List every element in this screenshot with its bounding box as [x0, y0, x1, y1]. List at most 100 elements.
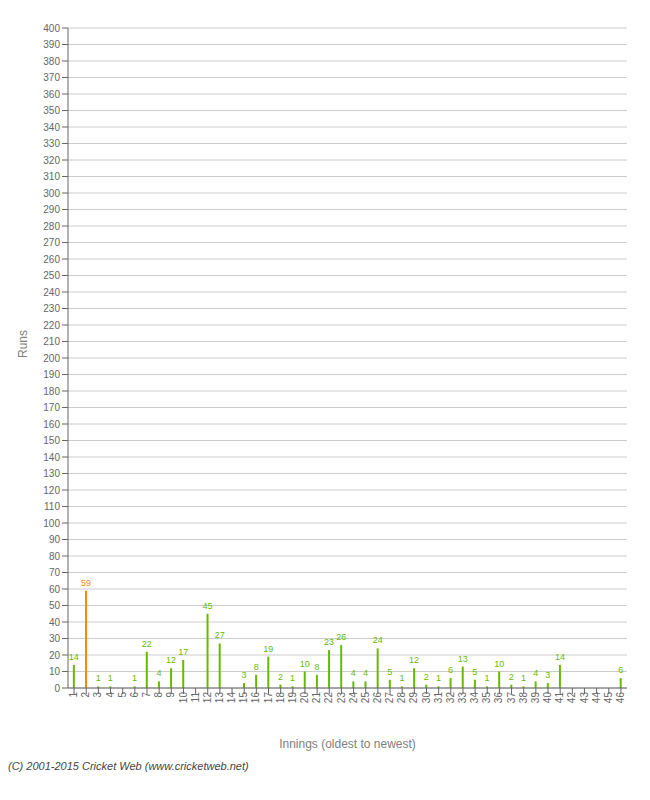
svg-text:170: 170: [43, 402, 60, 413]
svg-text:45: 45: [203, 601, 213, 611]
svg-text:4: 4: [351, 668, 356, 678]
svg-text:13: 13: [458, 654, 468, 664]
svg-text:12: 12: [166, 655, 176, 665]
svg-text:20: 20: [299, 692, 310, 704]
svg-text:4: 4: [363, 668, 368, 678]
svg-text:320: 320: [43, 155, 60, 166]
svg-text:390: 390: [43, 39, 60, 50]
svg-text:35: 35: [481, 692, 492, 704]
svg-text:40: 40: [49, 617, 61, 628]
svg-text:5: 5: [472, 667, 477, 677]
svg-text:37: 37: [506, 692, 517, 704]
svg-text:10: 10: [494, 659, 504, 669]
svg-text:260: 260: [43, 254, 60, 265]
svg-text:120: 120: [43, 485, 60, 496]
svg-text:1: 1: [436, 673, 441, 683]
svg-text:300: 300: [43, 188, 60, 199]
svg-text:6: 6: [448, 665, 453, 675]
svg-text:330: 330: [43, 138, 60, 149]
svg-text:36: 36: [494, 692, 505, 704]
svg-text:16: 16: [250, 692, 261, 704]
svg-text:41: 41: [554, 692, 565, 704]
svg-text:38: 38: [518, 692, 529, 704]
svg-text:4: 4: [156, 668, 161, 678]
svg-text:340: 340: [43, 122, 60, 133]
svg-text:140: 140: [43, 452, 60, 463]
svg-text:7: 7: [141, 692, 152, 698]
svg-text:190: 190: [43, 369, 60, 380]
svg-text:12: 12: [202, 692, 213, 704]
svg-text:8: 8: [153, 692, 164, 698]
svg-text:21: 21: [311, 692, 322, 704]
svg-text:12: 12: [409, 655, 419, 665]
svg-text:280: 280: [43, 221, 60, 232]
svg-text:28: 28: [396, 692, 407, 704]
svg-text:3: 3: [545, 670, 550, 680]
svg-text:39: 39: [530, 692, 541, 704]
svg-text:210: 210: [43, 336, 60, 347]
svg-text:19: 19: [287, 692, 298, 704]
svg-text:42: 42: [566, 692, 577, 704]
svg-text:80: 80: [49, 551, 61, 562]
svg-text:50: 50: [49, 600, 61, 611]
svg-text:9: 9: [165, 692, 176, 698]
svg-text:400: 400: [43, 23, 60, 34]
svg-text:59: 59: [81, 578, 91, 588]
svg-text:1: 1: [521, 673, 526, 683]
svg-text:250: 250: [43, 270, 60, 281]
svg-text:18: 18: [275, 692, 286, 704]
svg-text:2: 2: [278, 672, 283, 682]
svg-text:32: 32: [445, 692, 456, 704]
svg-text:45: 45: [603, 692, 614, 704]
svg-text:8: 8: [314, 662, 319, 672]
svg-text:110: 110: [44, 501, 60, 512]
svg-text:380: 380: [43, 56, 60, 67]
svg-text:5: 5: [117, 692, 128, 698]
svg-text:30: 30: [421, 692, 432, 704]
svg-text:230: 230: [43, 303, 60, 314]
svg-text:90: 90: [49, 534, 61, 545]
svg-text:29: 29: [408, 692, 419, 704]
svg-text:220: 220: [43, 320, 60, 331]
svg-text:Innings (oldest to newest): Innings (oldest to newest): [279, 737, 416, 751]
svg-text:3: 3: [92, 692, 103, 698]
svg-text:370: 370: [43, 72, 60, 83]
svg-text:70: 70: [49, 567, 61, 578]
svg-text:1: 1: [68, 692, 79, 698]
svg-text:30: 30: [49, 633, 61, 644]
svg-text:40: 40: [542, 692, 553, 704]
svg-text:2: 2: [509, 672, 514, 682]
svg-text:17: 17: [178, 647, 188, 657]
svg-text:23: 23: [336, 692, 347, 704]
svg-text:20: 20: [49, 650, 61, 661]
svg-text:Runs: Runs: [16, 330, 30, 358]
svg-text:24: 24: [348, 692, 359, 704]
svg-text:6: 6: [129, 692, 140, 698]
svg-text:2: 2: [424, 672, 429, 682]
svg-text:43: 43: [579, 692, 590, 704]
svg-text:350: 350: [43, 105, 60, 116]
svg-text:26: 26: [336, 632, 346, 642]
svg-text:100: 100: [43, 518, 60, 529]
svg-text:14: 14: [555, 652, 565, 662]
svg-text:27: 27: [384, 692, 395, 704]
svg-text:6: 6: [618, 665, 623, 675]
svg-text:3: 3: [241, 670, 246, 680]
svg-text:360: 360: [43, 89, 60, 100]
svg-text:27: 27: [215, 630, 225, 640]
svg-text:0: 0: [54, 683, 60, 694]
svg-text:240: 240: [43, 287, 60, 298]
svg-text:14: 14: [226, 692, 237, 704]
svg-text:270: 270: [43, 237, 60, 248]
svg-text:180: 180: [43, 386, 60, 397]
svg-text:290: 290: [43, 204, 60, 215]
svg-text:60: 60: [49, 584, 61, 595]
svg-text:4: 4: [533, 668, 538, 678]
svg-text:22: 22: [142, 639, 152, 649]
svg-text:11: 11: [190, 692, 201, 703]
svg-text:1: 1: [108, 673, 113, 683]
svg-text:10: 10: [300, 659, 310, 669]
svg-text:10: 10: [178, 692, 189, 704]
svg-text:1: 1: [290, 673, 295, 683]
svg-text:14: 14: [69, 652, 79, 662]
